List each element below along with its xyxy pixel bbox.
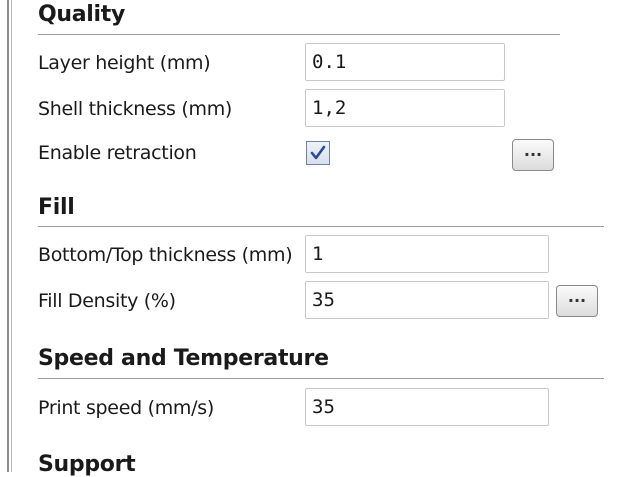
layer-height-input[interactable]: 0.1 [305,43,505,81]
shell-thickness-label: Shell thickness (mm) [38,98,233,120]
section-divider-speed [38,378,604,379]
section-title-fill: Fill [38,195,75,220]
checkmark-icon [310,145,326,160]
print-speed-input[interactable]: 35 [305,388,549,426]
retraction-settings-button[interactable]: ... [512,139,554,171]
layer-height-label: Layer height (mm) [38,52,211,74]
fill-density-label: Fill Density (%) [38,290,176,312]
shell-thickness-input[interactable]: 1,2 [305,89,505,127]
section-divider-quality [38,34,560,35]
section-title-speed-and-temperature: Speed and Temperature [38,346,329,371]
bottom-top-thickness-label: Bottom/Top thickness (mm) [38,244,293,266]
section-divider-fill [38,226,604,227]
bottom-top-thickness-input[interactable]: 1 [305,235,549,273]
fill-density-settings-button[interactable]: ... [556,285,598,317]
section-title-quality: Quality [38,2,126,27]
enable-retraction-label: Enable retraction [38,142,197,164]
section-title-support: Support [38,452,136,477]
fill-density-input[interactable]: 35 [305,281,549,319]
print-speed-label: Print speed (mm/s) [38,397,214,419]
enable-retraction-checkbox[interactable] [306,141,330,165]
panel-left-border [0,0,12,472]
